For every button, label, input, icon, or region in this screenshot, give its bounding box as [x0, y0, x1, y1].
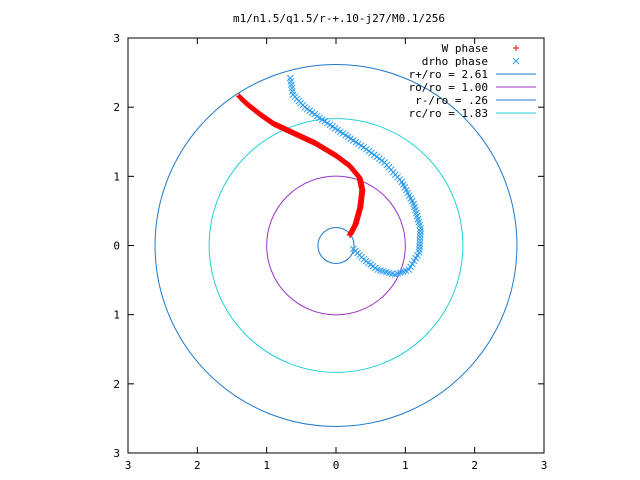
y-tick-label: 1 — [113, 309, 120, 322]
drho-phase-point — [289, 91, 297, 99]
drho-phase-point — [417, 224, 424, 232]
drho-phase-point — [416, 236, 424, 244]
drho-phase-point — [323, 119, 331, 127]
x-tick-label: 2 — [471, 459, 478, 472]
drho-phase-point — [416, 246, 423, 253]
drho-phase-point — [377, 267, 384, 274]
drho-phase-point — [411, 203, 418, 211]
drho-phase-point — [334, 126, 342, 134]
drho-phase-point — [416, 243, 423, 250]
circle-rc/ro = 1.83 — [208, 118, 464, 373]
drho-phase-point — [412, 206, 419, 214]
y-tick-label: 1 — [113, 170, 120, 183]
chart-title: m1/n1.5/q1.5/r-+.10-j27/M0.1/256 — [233, 12, 445, 25]
legend-label: rc/ro = 1.83 — [409, 107, 488, 120]
reference-circles — [154, 64, 518, 427]
drho-phase-point — [401, 184, 409, 191]
x-tick-label: 3 — [125, 459, 132, 472]
drho-phase-point — [374, 266, 381, 274]
x-tick-label: 1 — [402, 459, 409, 472]
drho-phase-point — [405, 192, 413, 200]
drho-phase-point — [410, 200, 418, 208]
drho-phase-point — [342, 131, 349, 139]
drho-phase-point — [287, 78, 295, 85]
drho-phase-point — [336, 128, 344, 136]
drho-phase-point — [339, 130, 347, 137]
y-tick-label: 0 — [113, 240, 120, 253]
drho-phase-point — [349, 137, 357, 144]
y-tick-label: 3 — [113, 32, 120, 45]
drho-phase-point — [416, 239, 424, 247]
x-tick-label: 3 — [541, 459, 548, 472]
drho-phase-point — [399, 181, 407, 188]
drho-phase-point — [321, 117, 329, 125]
drho-phase-point — [344, 133, 352, 141]
y-tick-label: 2 — [113, 378, 120, 391]
drho-phase-point — [385, 269, 393, 277]
circle-ro/ro = 1.00 — [266, 175, 406, 316]
x-tick-label: 2 — [194, 459, 201, 472]
legend-label: W phase — [442, 42, 488, 55]
drho-phase-point — [382, 268, 390, 276]
drho-phase-point — [408, 197, 416, 205]
legend-marker-sample — [512, 57, 520, 65]
drho-phase-point — [289, 88, 296, 95]
drho-phase-point — [417, 227, 424, 235]
drho-phase-point — [331, 124, 339, 132]
drho-phase-point — [355, 140, 362, 148]
circle-r+/ro = 2.61 — [154, 64, 518, 427]
drho-phase-point — [416, 233, 424, 241]
y-tick-label: 3 — [113, 447, 120, 460]
x-tick-label: 0 — [333, 459, 340, 472]
data-series — [235, 74, 424, 278]
drho-phase-point — [360, 143, 368, 151]
drho-phase-point — [326, 121, 334, 129]
legend-label: r+/ro = 2.61 — [409, 68, 488, 81]
drho-phase-point — [404, 189, 412, 197]
legend-label: ro/ro = 1.00 — [409, 81, 488, 94]
drho-phase-point — [412, 209, 420, 217]
drho-phase-point — [287, 81, 295, 89]
drho-phase-point — [357, 142, 365, 149]
drho-phase-point — [415, 249, 423, 256]
drho-phase-point — [352, 138, 360, 146]
drho-phase-point — [407, 195, 415, 202]
drho-phase-point — [380, 267, 387, 275]
series-W-phase — [235, 93, 366, 239]
drho-phase-point — [416, 221, 424, 229]
drho-phase-point — [288, 84, 296, 92]
drho-phase-point — [416, 230, 424, 238]
circle-r-/ro = .26 — [317, 226, 355, 265]
series-drho-phase — [286, 74, 424, 278]
drho-phase-point — [402, 186, 410, 194]
drho-phase-point — [415, 218, 423, 226]
drho-phase-point — [329, 123, 336, 130]
drho-phase-point — [286, 74, 294, 82]
drho-phase-point — [414, 215, 422, 223]
drho-phase-point — [388, 270, 396, 278]
drho-phase-point — [347, 135, 355, 142]
legend-label: r-/ro = .26 — [415, 94, 488, 107]
y-tick-label: 2 — [113, 101, 120, 114]
legend-label: drho phase — [422, 55, 488, 68]
drho-phase-point — [413, 212, 421, 220]
x-tick-label: 1 — [263, 459, 270, 472]
